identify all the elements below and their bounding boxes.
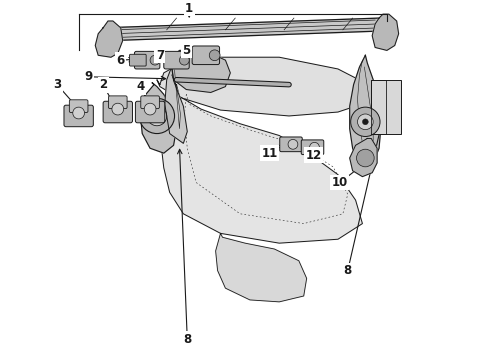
Polygon shape bbox=[140, 83, 176, 153]
FancyBboxPatch shape bbox=[301, 140, 324, 154]
Text: 10: 10 bbox=[332, 176, 348, 189]
FancyBboxPatch shape bbox=[70, 100, 88, 113]
Text: 2: 2 bbox=[99, 78, 107, 91]
Circle shape bbox=[179, 55, 189, 65]
Polygon shape bbox=[160, 85, 363, 243]
Polygon shape bbox=[372, 14, 399, 50]
Text: 9: 9 bbox=[84, 70, 93, 83]
Bar bbox=[371, 80, 401, 134]
Circle shape bbox=[363, 119, 368, 125]
FancyBboxPatch shape bbox=[103, 101, 132, 123]
FancyBboxPatch shape bbox=[280, 137, 302, 152]
Circle shape bbox=[358, 114, 373, 130]
Circle shape bbox=[288, 139, 298, 149]
FancyBboxPatch shape bbox=[64, 105, 93, 127]
Circle shape bbox=[73, 107, 84, 119]
FancyBboxPatch shape bbox=[192, 46, 220, 64]
Polygon shape bbox=[165, 67, 187, 143]
Polygon shape bbox=[350, 139, 377, 177]
Circle shape bbox=[139, 98, 174, 134]
Text: 3: 3 bbox=[53, 78, 61, 91]
FancyBboxPatch shape bbox=[135, 101, 165, 123]
Text: 6: 6 bbox=[117, 54, 125, 67]
FancyBboxPatch shape bbox=[108, 96, 127, 109]
Circle shape bbox=[209, 50, 220, 60]
FancyBboxPatch shape bbox=[141, 96, 159, 109]
Circle shape bbox=[112, 103, 123, 115]
Circle shape bbox=[351, 107, 380, 136]
Circle shape bbox=[147, 106, 167, 126]
Circle shape bbox=[310, 142, 319, 152]
Text: 11: 11 bbox=[261, 147, 278, 159]
Polygon shape bbox=[103, 18, 387, 41]
Polygon shape bbox=[216, 233, 307, 302]
Text: 4: 4 bbox=[136, 80, 145, 93]
Text: 7: 7 bbox=[156, 49, 164, 62]
Polygon shape bbox=[157, 57, 372, 116]
Circle shape bbox=[153, 112, 161, 120]
Circle shape bbox=[150, 55, 160, 65]
Text: 8: 8 bbox=[343, 264, 352, 277]
FancyBboxPatch shape bbox=[164, 51, 189, 69]
Text: 1: 1 bbox=[185, 2, 193, 15]
Polygon shape bbox=[350, 55, 381, 167]
Circle shape bbox=[144, 103, 156, 115]
Polygon shape bbox=[172, 50, 230, 93]
Circle shape bbox=[357, 149, 374, 167]
FancyBboxPatch shape bbox=[134, 51, 160, 69]
Text: 5: 5 bbox=[182, 44, 191, 57]
Text: 8: 8 bbox=[183, 333, 192, 346]
FancyBboxPatch shape bbox=[129, 54, 146, 66]
Polygon shape bbox=[95, 21, 122, 57]
Text: 12: 12 bbox=[305, 149, 321, 162]
